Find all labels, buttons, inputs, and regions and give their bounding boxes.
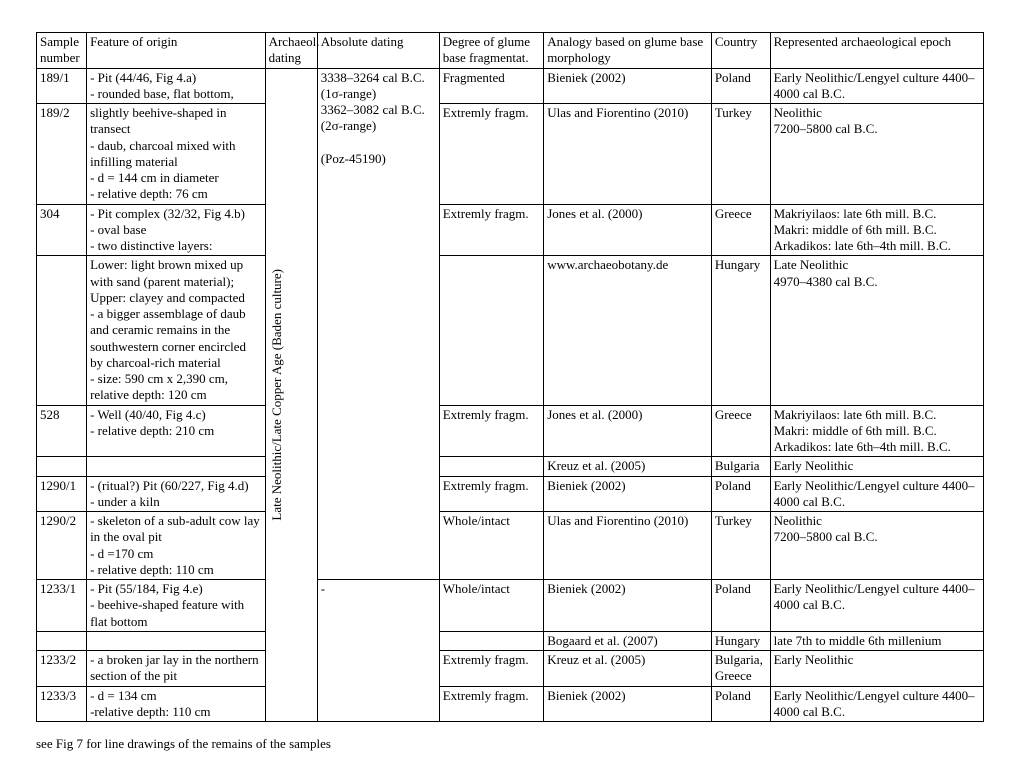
cell-analogy: Kreuz et al. (2005) xyxy=(544,457,712,476)
table-row: 1233/3 - d = 134 cm-relative depth: 110 … xyxy=(37,686,984,722)
cell-analogy: Bieniek (2002) xyxy=(544,580,712,632)
cell-sample: 1233/3 xyxy=(37,686,87,722)
cell-epoch: Late Neolithic4970–4380 cal B.C. xyxy=(770,256,983,405)
cell-country: Turkey xyxy=(711,104,770,205)
cell-glume: Extremly fragm. xyxy=(439,405,543,457)
cell-country: Poland xyxy=(711,68,770,104)
cell-country: Bulgaria xyxy=(711,457,770,476)
cell-epoch: Early Neolithic/Lengyel culture 4400–400… xyxy=(770,686,983,722)
cell-epoch: Makriyilaos: late 6th mill. B.C.Makri: m… xyxy=(770,204,983,256)
cell-glume xyxy=(439,256,543,405)
cell-glume: Extremly fragm. xyxy=(439,651,543,687)
cell-glume: Whole/intact xyxy=(439,580,543,632)
cell-country: Hungary xyxy=(711,256,770,405)
cell-sample xyxy=(37,256,87,405)
cell-feature: - skeleton of a sub-adult cow lay in the… xyxy=(87,512,266,580)
cell-sample xyxy=(37,631,87,650)
table-row: 304 - Pit complex (32/32, Fig 4.b)- oval… xyxy=(37,204,984,256)
cell-epoch: Early Neolithic/Lengyel culture 4400–400… xyxy=(770,68,983,104)
cell-sample: 528 xyxy=(37,405,87,457)
cell-feature: - d = 134 cm-relative depth: 110 cm xyxy=(87,686,266,722)
col-glume: Degree of glume base fragmentat. xyxy=(439,33,543,69)
col-country: Country xyxy=(711,33,770,69)
cell-feature: - (ritual?) Pit (60/227, Fig 4.d)- under… xyxy=(87,476,266,512)
cell-feature: - Pit (55/184, Fig 4.e)- beehive-shaped … xyxy=(87,580,266,632)
cell-glume: Extremly fragm. xyxy=(439,686,543,722)
cell-epoch: Early Neolithic xyxy=(770,457,983,476)
cell-glume xyxy=(439,457,543,476)
table-row: 528 - Well (40/40, Fig 4.c)- relative de… xyxy=(37,405,984,457)
cell-sample xyxy=(37,457,87,476)
cell-feature: - Pit complex (32/32, Fig 4.b)- oval bas… xyxy=(87,204,266,256)
col-sample: Sample number xyxy=(37,33,87,69)
cell-epoch: Neolithic7200–5800 cal B.C. xyxy=(770,104,983,205)
cell-analogy: Bogaard et al. (2007) xyxy=(544,631,712,650)
col-absolute: Absolute dating xyxy=(317,33,439,69)
cell-glume: Extremly fragm. xyxy=(439,476,543,512)
table-row: 1290/2 - skeleton of a sub-adult cow lay… xyxy=(37,512,984,580)
cell-sample: 1233/1 xyxy=(37,580,87,632)
archaeol-dating-text: Late Neolithic/Late Copper Age (Baden cu… xyxy=(269,269,285,521)
cell-epoch: late 7th to middle 6th millenium xyxy=(770,631,983,650)
cell-analogy: Jones et al. (2000) xyxy=(544,204,712,256)
cell-feature xyxy=(87,457,266,476)
col-archaeol: Archaeol. dating xyxy=(265,33,317,69)
cell-country: Hungary xyxy=(711,631,770,650)
cell-glume: Extremly fragm. xyxy=(439,104,543,205)
cell-feature xyxy=(87,631,266,650)
cell-feature: - a broken jar lay in the northern secti… xyxy=(87,651,266,687)
cell-country: Greece xyxy=(711,405,770,457)
cell-analogy: www.archaeobotany.de xyxy=(544,256,712,405)
cell-archaeol: Late Neolithic/Late Copper Age (Baden cu… xyxy=(265,68,317,722)
cell-feature: Lower: light brown mixed up with sand (p… xyxy=(87,256,266,405)
cell-country: Poland xyxy=(711,686,770,722)
cell-glume: Extremly fragm. xyxy=(439,204,543,256)
cell-analogy: Jones et al. (2000) xyxy=(544,405,712,457)
cell-sample: 304 xyxy=(37,204,87,256)
table-row: Kreuz et al. (2005) Bulgaria Early Neoli… xyxy=(37,457,984,476)
col-epoch: Represented archaeological epoch xyxy=(770,33,983,69)
table-row: 1233/1 - Pit (55/184, Fig 4.e)- beehive-… xyxy=(37,580,984,632)
cell-epoch: Early Neolithic xyxy=(770,651,983,687)
cell-epoch: Makriyilaos: late 6th mill. B.C.Makri: m… xyxy=(770,405,983,457)
cell-feature: - Well (40/40, Fig 4.c)- relative depth:… xyxy=(87,405,266,457)
cell-feature: - Pit (44/46, Fig 4.a)- rounded base, fl… xyxy=(87,68,266,104)
cell-sample: 189/2 xyxy=(37,104,87,205)
cell-sample: 189/1 xyxy=(37,68,87,104)
cell-feature: slightly beehive-shaped in transect- dau… xyxy=(87,104,266,205)
cell-absolute: 3338–3264 cal B.C. (1σ-range)3362–3082 c… xyxy=(317,68,439,580)
cell-country: Poland xyxy=(711,476,770,512)
cell-sample: 1290/1 xyxy=(37,476,87,512)
cell-analogy: Ulas and Fiorentino (2010) xyxy=(544,104,712,205)
cell-glume: Fragmented xyxy=(439,68,543,104)
cell-epoch: Early Neolithic/Lengyel culture 4400–400… xyxy=(770,476,983,512)
cell-country: Turkey xyxy=(711,512,770,580)
col-analogy: Analogy based on glume base morphology xyxy=(544,33,712,69)
cell-glume: Whole/intact xyxy=(439,512,543,580)
table-row: Bogaard et al. (2007) Hungary late 7th t… xyxy=(37,631,984,650)
col-feature: Feature of origin xyxy=(87,33,266,69)
footnote-text: see Fig 7 for line drawings of the remai… xyxy=(36,736,984,752)
cell-sample: 1233/2 xyxy=(37,651,87,687)
cell-analogy: Ulas and Fiorentino (2010) xyxy=(544,512,712,580)
table-row: 189/1 - Pit (44/46, Fig 4.a)- rounded ba… xyxy=(37,68,984,104)
data-table: Sample number Feature of origin Archaeol… xyxy=(36,32,984,722)
cell-epoch: Neolithic7200–5800 cal B.C. xyxy=(770,512,983,580)
cell-epoch: Early Neolithic/Lengyel culture 4400–400… xyxy=(770,580,983,632)
table-row: 189/2 slightly beehive-shaped in transec… xyxy=(37,104,984,205)
cell-sample: 1290/2 xyxy=(37,512,87,580)
cell-analogy: Bieniek (2002) xyxy=(544,476,712,512)
table-header-row: Sample number Feature of origin Archaeol… xyxy=(37,33,984,69)
table-row: Lower: light brown mixed up with sand (p… xyxy=(37,256,984,405)
cell-absolute: - xyxy=(317,580,439,722)
cell-analogy: Kreuz et al. (2005) xyxy=(544,651,712,687)
table-row: 1290/1 - (ritual?) Pit (60/227, Fig 4.d)… xyxy=(37,476,984,512)
cell-country: Greece xyxy=(711,204,770,256)
table-row: 1233/2 - a broken jar lay in the norther… xyxy=(37,651,984,687)
cell-analogy: Bieniek (2002) xyxy=(544,686,712,722)
cell-analogy: Bieniek (2002) xyxy=(544,68,712,104)
cell-country: Poland xyxy=(711,580,770,632)
cell-glume xyxy=(439,631,543,650)
cell-country: Bulgaria, Greece xyxy=(711,651,770,687)
